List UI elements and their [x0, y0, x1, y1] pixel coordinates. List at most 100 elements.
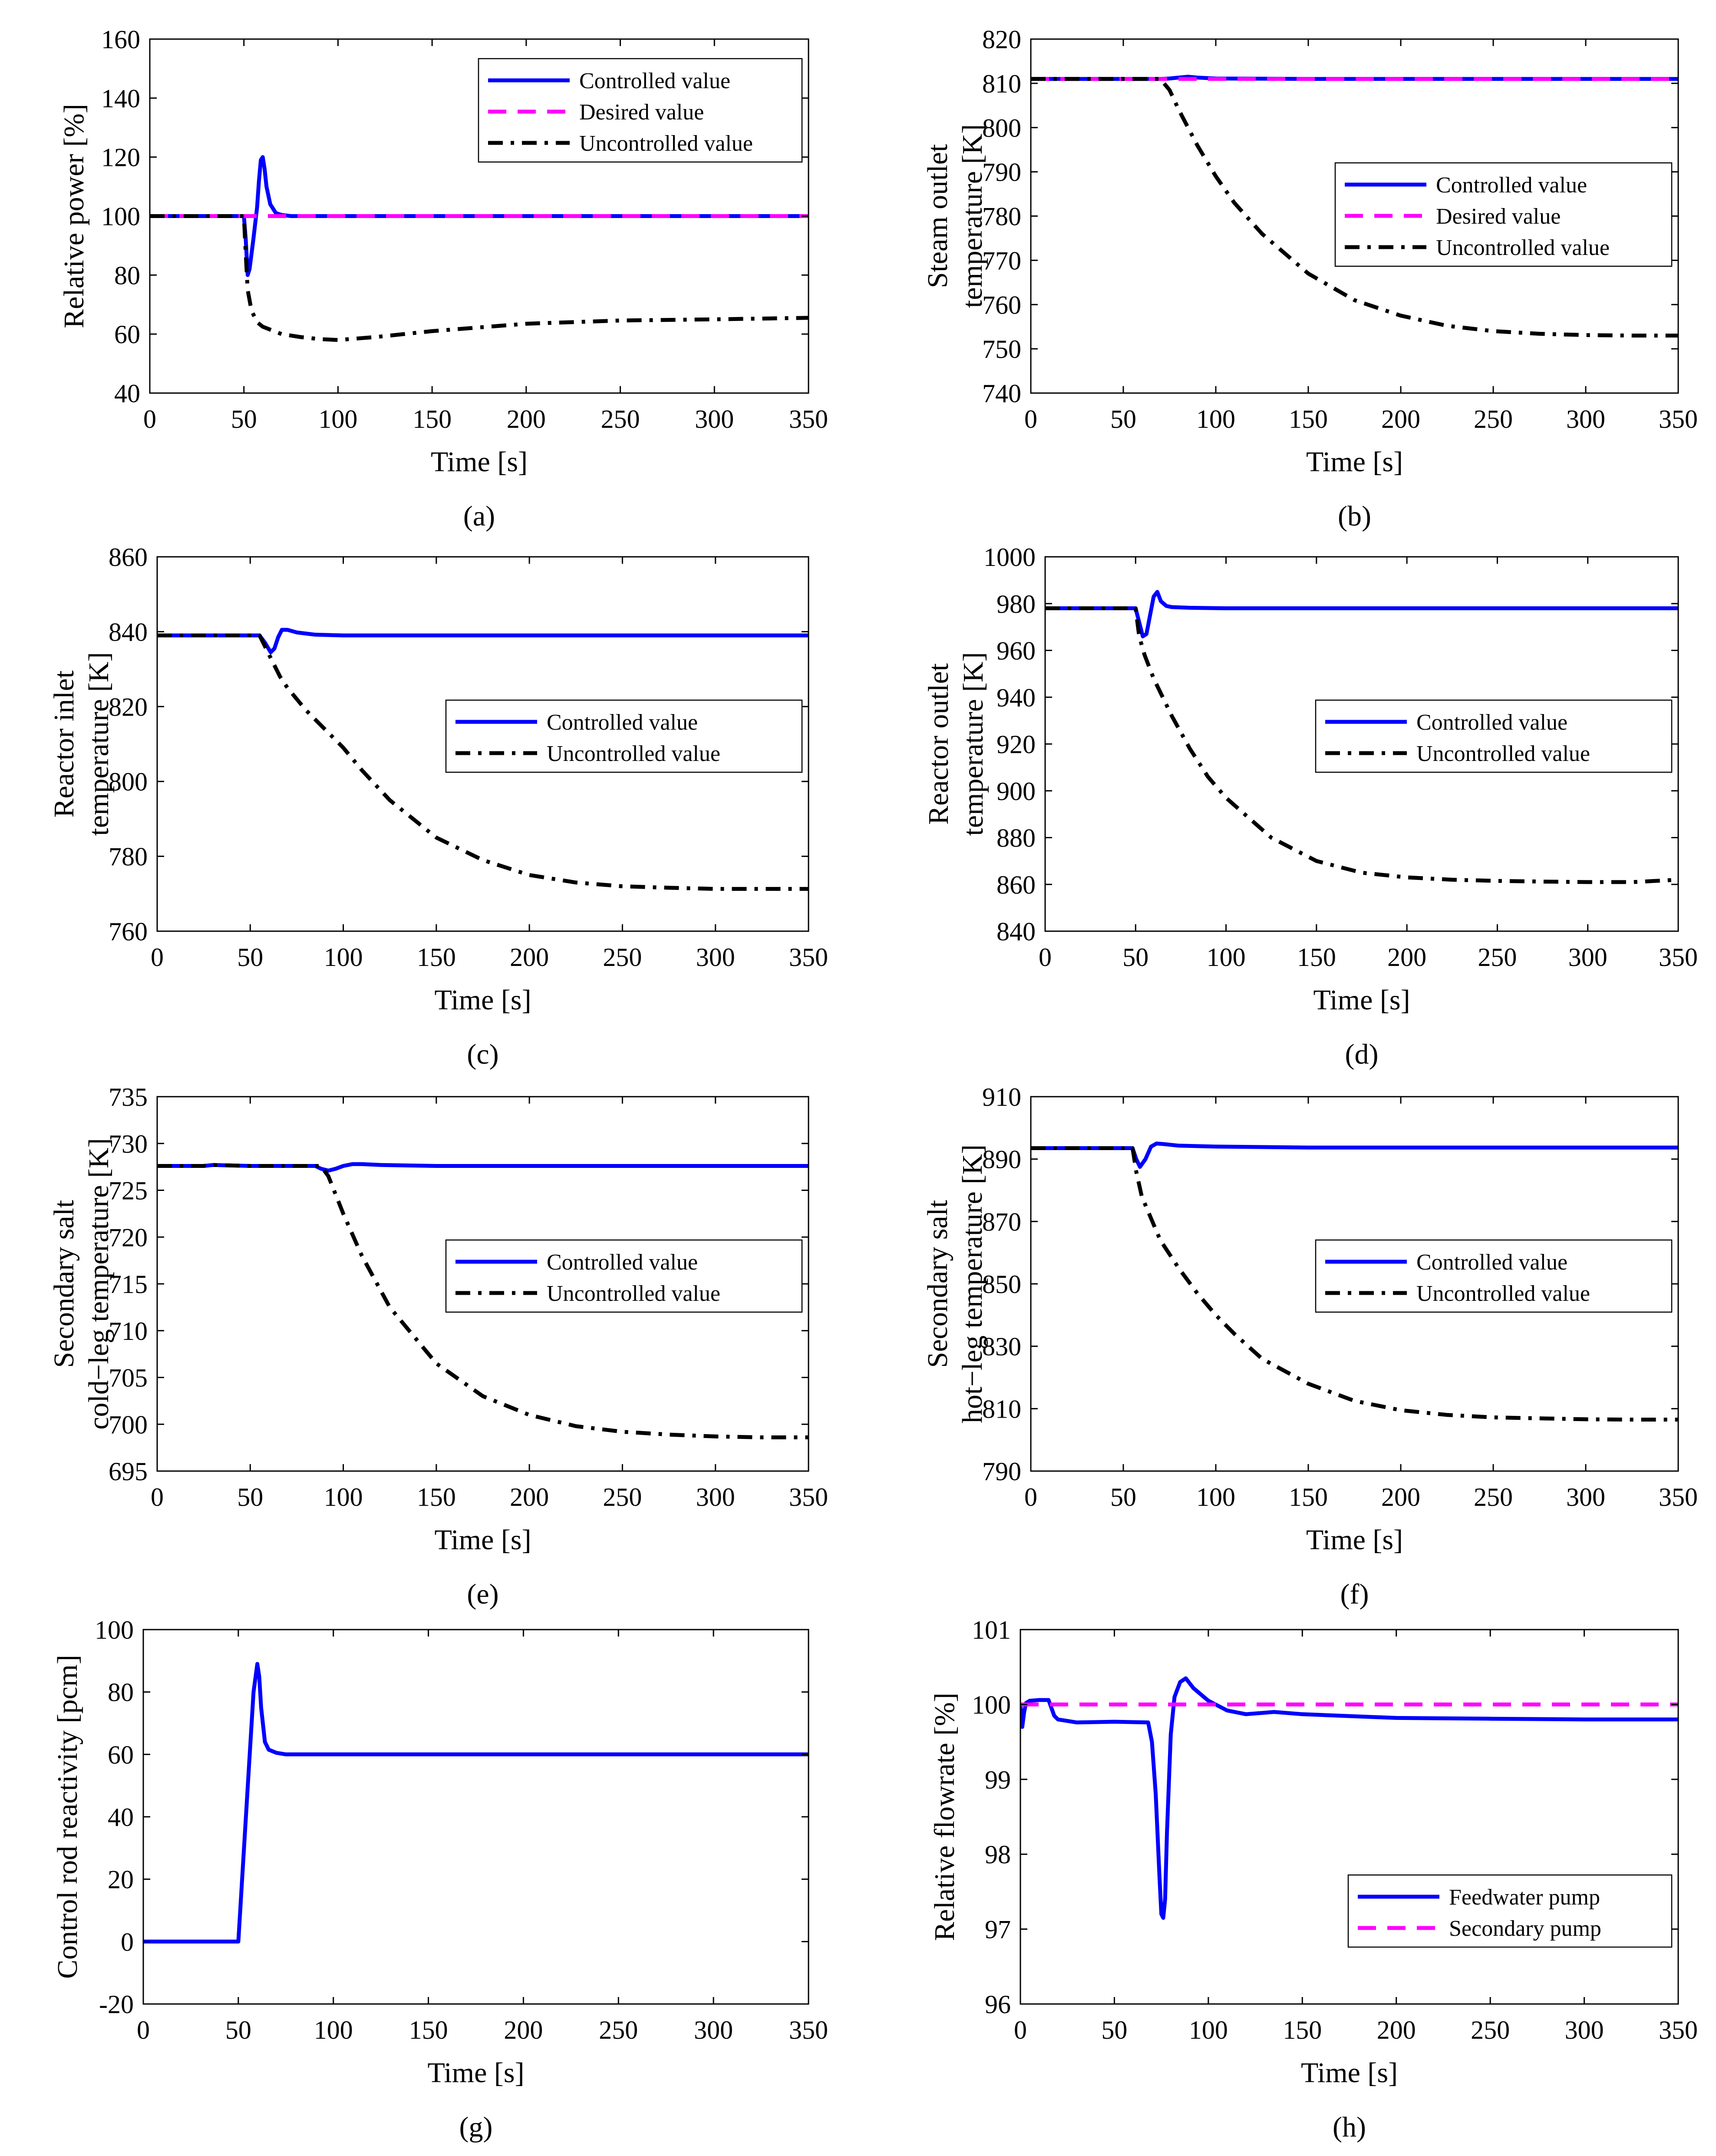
x-tick-label: 150 — [409, 2016, 448, 2044]
legend: Controlled value Uncontrolled value — [1315, 699, 1673, 773]
panel-caption: (b) — [1338, 500, 1371, 532]
y-tick-label: 730 — [109, 1130, 148, 1158]
x-axis-label: Time [s] — [1313, 984, 1410, 1016]
panel-caption: (c) — [467, 1038, 498, 1070]
chart-g: 0 50 100 150 200 250 300 350-20020406080100Time… — [52, 1616, 828, 2143]
x-tick-label: 50 — [1101, 2016, 1127, 2044]
legend-entry: Uncontrolled value — [579, 131, 753, 156]
x-axis-label: Time [s] — [431, 446, 528, 478]
y-tick-label: 40 — [108, 1803, 134, 1832]
x-axis-label: Time [s] — [1306, 446, 1403, 478]
y-tick-label: 100 — [95, 1616, 134, 1644]
legend-entry: Uncontrolled value — [547, 1281, 720, 1306]
x-tick-label: 150 — [1289, 1483, 1328, 1511]
x-tick-label: 200 — [1377, 2016, 1416, 2044]
legend-entry: Controlled value — [1436, 173, 1587, 198]
y-axis-label: temperature [K] — [83, 652, 115, 836]
y-tick-label: 940 — [997, 683, 1036, 712]
y-tick-label: 770 — [982, 246, 1021, 275]
y-tick-label: 850 — [982, 1270, 1021, 1299]
x-tick-label: 0 — [1024, 1483, 1037, 1511]
y-tick-label: 80 — [108, 1678, 134, 1707]
legend-entry: Feedwater pump — [1449, 1885, 1600, 1910]
legend: Controlled value Desired value Uncontrolle… — [478, 58, 803, 163]
legend-box — [1347, 1874, 1673, 1948]
x-tick-label: 0 — [1014, 2016, 1027, 2044]
panel-caption: (e) — [467, 1578, 498, 1610]
x-tick-label: 50 — [1122, 943, 1148, 972]
legend-entry: Controlled value — [547, 710, 698, 735]
x-tick-label: 150 — [417, 1483, 456, 1511]
panel-caption: (a) — [463, 500, 495, 532]
y-tick-label: 100 — [972, 1690, 1011, 1719]
legend: Controlled value Desired value Uncontrolle… — [1334, 162, 1673, 267]
legend: Controlled value Uncontrolled value — [1315, 1239, 1673, 1313]
x-tick-label: 350 — [1659, 1483, 1698, 1511]
series-line-control-rod-reactivity — [143, 1662, 808, 1944]
series-line-feedwater-pump — [1020, 1676, 1678, 1920]
x-tick-label: 350 — [789, 943, 828, 972]
x-tick-label: 100 — [1207, 943, 1246, 972]
y-tick-label: 780 — [109, 843, 148, 871]
x-tick-label: 100 — [1189, 2016, 1228, 2044]
x-tick-label: 50 — [231, 405, 257, 433]
x-tick-label: 150 — [1297, 943, 1336, 972]
y-axis-label: Steam outlet — [922, 144, 954, 288]
legend-entry: Secondary pump — [1449, 1916, 1601, 1941]
x-tick-label: 250 — [603, 943, 642, 972]
y-tick-label: 705 — [109, 1364, 148, 1392]
y-tick-label: 101 — [972, 1616, 1011, 1644]
x-tick-label: 350 — [1659, 943, 1698, 972]
x-tick-label: 200 — [507, 405, 546, 433]
series-line-uncontrolled-value — [157, 633, 808, 891]
legend-box — [445, 1239, 803, 1313]
x-tick-label: 300 — [1566, 1483, 1605, 1511]
y-tick-label: 810 — [982, 69, 1021, 98]
y-tick-label: -20 — [99, 1990, 134, 2019]
y-tick-label: 820 — [982, 25, 1021, 54]
series-line-uncontrolled-value — [1031, 77, 1678, 338]
y-tick-label: 715 — [109, 1270, 148, 1299]
panel-caption: (d) — [1345, 1038, 1379, 1070]
y-tick-label: 900 — [997, 777, 1036, 806]
x-tick-label: 150 — [1289, 405, 1328, 433]
y-axis-label: Relative power [%] — [58, 104, 90, 328]
y-axis-label: Reactor inlet — [48, 670, 80, 817]
x-tick-label: 300 — [696, 943, 735, 972]
legend-box — [445, 699, 803, 773]
x-tick-label: 200 — [510, 1483, 549, 1511]
series-line-uncontrolled-value — [1045, 606, 1678, 884]
y-tick-label: 160 — [101, 25, 140, 54]
x-tick-label: 300 — [1566, 405, 1605, 433]
y-tick-label: 830 — [982, 1333, 1021, 1361]
x-tick-label: 100 — [1196, 405, 1235, 433]
y-tick-label: 840 — [997, 917, 1036, 946]
y-axis-label: Relative flowrate [%] — [929, 1693, 960, 1941]
y-tick-label: 80 — [114, 261, 140, 290]
y-tick-label: 1000 — [983, 543, 1036, 572]
panel-caption: (g) — [459, 2111, 493, 2143]
axes-box — [1020, 1629, 1679, 2005]
y-tick-label: 860 — [997, 870, 1036, 899]
legend: Controlled value Uncontrolled value — [445, 1239, 803, 1313]
y-tick-label: 98 — [985, 1840, 1011, 1869]
x-tick-label: 50 — [1110, 405, 1136, 433]
legend-entry: Controlled value — [579, 69, 730, 93]
x-tick-label: 200 — [510, 943, 549, 972]
y-tick-label: 695 — [109, 1457, 148, 1486]
y-tick-label: 870 — [982, 1207, 1021, 1236]
y-tick-label: 800 — [982, 114, 1021, 142]
y-tick-label: 890 — [982, 1145, 1021, 1174]
y-tick-label: 720 — [109, 1223, 148, 1252]
x-tick-label: 250 — [1478, 943, 1517, 972]
plot-area — [143, 1630, 808, 2004]
y-tick-label: 710 — [109, 1317, 148, 1346]
x-tick-label: 250 — [1474, 1483, 1513, 1511]
y-axis-label: Control rod reactivity [pcm] — [52, 1655, 83, 1979]
legend-entry: Uncontrolled value — [1416, 1281, 1590, 1306]
x-tick-label: 300 — [696, 1483, 735, 1511]
x-tick-label: 100 — [324, 1483, 363, 1511]
axes-box — [156, 556, 809, 932]
y-tick-label: 790 — [982, 158, 1021, 187]
x-tick-label: 0 — [1039, 943, 1052, 972]
